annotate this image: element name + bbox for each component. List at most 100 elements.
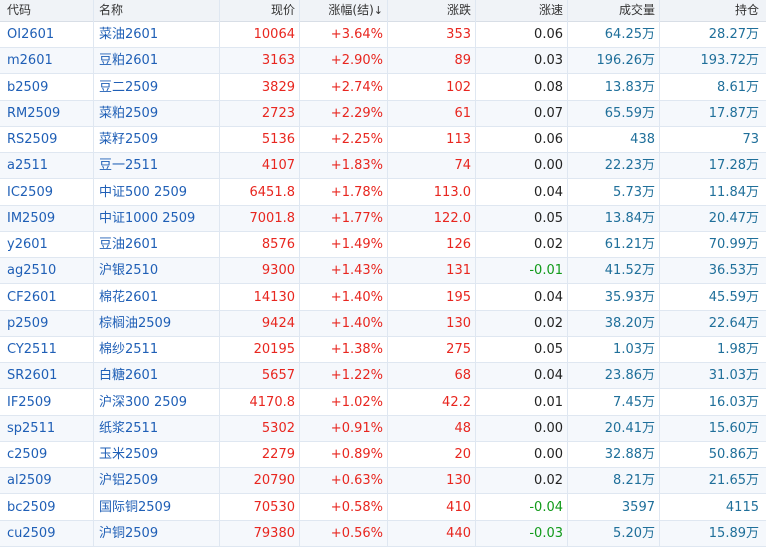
cell-price: 4170.8 — [249, 394, 296, 410]
cell-speed: 0.00 — [534, 447, 563, 462]
table-row[interactable]: IF2509 沪深300 2509 4170.8 +1.02% 42.2 0.01 7.45… — [0, 390, 766, 416]
col-header-code-label: 代码 — [7, 3, 32, 17]
cell-name[interactable]: 中证500 2509 — [99, 184, 188, 200]
cell-name[interactable]: 玉米2509 — [99, 447, 159, 462]
cell-open-interest: 21.65万 — [708, 473, 759, 489]
cell-change: 131 — [446, 263, 471, 279]
cell-code[interactable]: ag2510 — [7, 263, 57, 279]
table-row[interactable]: a2511 豆一2511 4107 +1.83% 74 0.00 22.23万 17.28万 — [0, 153, 766, 180]
cell-code[interactable]: SR2601 — [7, 368, 58, 384]
cell-name[interactable]: 沪深300 2509 — [99, 394, 188, 410]
col-header-volume[interactable]: 成交量 — [569, 0, 655, 21]
cell-code[interactable]: RM2509 — [7, 105, 61, 121]
table-row[interactable]: m2601 豆粕2601 3163 +2.90% 89 0.03 196.26万 193.72… — [0, 48, 766, 75]
cell-code[interactable]: IF2509 — [7, 394, 52, 410]
table-row[interactable]: y2601 豆油2601 8576 +1.49% 126 0.02 61.21万 70.99万 — [0, 232, 766, 258]
cell-name[interactable]: 沪铜2509 — [99, 525, 159, 541]
cell-code[interactable]: b2509 — [7, 79, 49, 95]
cell-change: 20 — [454, 447, 471, 462]
col-header-name[interactable]: 名称 — [99, 0, 219, 21]
cell-change-pct: +2.90% — [330, 53, 383, 69]
cell-change: 42.2 — [442, 394, 471, 410]
column-divider — [387, 0, 388, 547]
table-row[interactable]: bc2509 国际铜2509 70530 +0.58% 410 -0.04 3597 4115 — [0, 495, 766, 521]
cell-price: 5657 — [261, 368, 295, 384]
cell-code[interactable]: a2511 — [7, 158, 49, 174]
cell-change: 89 — [454, 53, 471, 69]
cell-change: 113.0 — [433, 184, 471, 200]
cell-name[interactable]: 菜籽2509 — [99, 132, 159, 147]
cell-code[interactable]: CF2601 — [7, 289, 57, 305]
cell-code[interactable]: IM2509 — [7, 210, 56, 226]
col-header-speed[interactable]: 涨速 — [477, 0, 563, 21]
cell-name[interactable]: 纸浆2511 — [99, 420, 159, 436]
table-row[interactable]: RS2509 菜籽2509 5136 +2.25% 113 0.06 438 73 — [0, 127, 766, 153]
cell-code[interactable]: m2601 — [7, 53, 53, 69]
cell-name[interactable]: 中证1000 2509 — [99, 210, 196, 226]
cell-name[interactable]: 沪银2510 — [99, 263, 159, 279]
cell-change-pct: +1.49% — [330, 237, 383, 252]
cell-code[interactable]: bc2509 — [7, 499, 56, 515]
cell-code[interactable]: p2509 — [7, 315, 49, 331]
cell-code[interactable]: y2601 — [7, 237, 48, 252]
cell-change: 74 — [454, 158, 471, 174]
cell-change-pct: +1.40% — [330, 289, 383, 305]
cell-change-pct: +2.74% — [330, 79, 383, 95]
table-row[interactable]: SR2601 白糖2601 5657 +1.22% 68 0.04 23.86万 31.03万 — [0, 363, 766, 390]
col-header-code[interactable]: 代码 — [7, 0, 87, 21]
table-row[interactable]: CY2511 棉纱2511 20195 +1.38% 275 0.05 1.03万 1.98万 — [0, 337, 766, 363]
table-row[interactable]: IM2509 中证1000 2509 7001.8 +1.77% 122.0 0.05 13… — [0, 205, 766, 232]
cell-speed: 0.00 — [534, 420, 563, 436]
sort-desc-icon: ↓ — [373, 4, 383, 17]
cell-code[interactable]: c2509 — [7, 447, 48, 462]
table-row[interactable]: c2509 玉米2509 2279 +0.89% 20 0.00 32.88万 50.86万 — [0, 442, 766, 468]
cell-name[interactable]: 豆油2601 — [99, 237, 159, 252]
cell-price: 9424 — [261, 315, 295, 331]
cell-name[interactable]: 棉花2601 — [99, 289, 159, 305]
cell-change: 410 — [446, 499, 471, 515]
cell-volume: 13.84万 — [604, 210, 655, 226]
col-header-open-interest[interactable]: 持仓 — [661, 0, 759, 21]
cell-change-pct: +0.58% — [330, 499, 383, 515]
cell-name[interactable]: 豆粕2601 — [99, 53, 159, 69]
table-row[interactable]: IC2509 中证500 2509 6451.8 +1.78% 113.0 0.04 5.7… — [0, 180, 766, 206]
table-row[interactable]: RM2509 菜粕2509 2723 +2.29% 61 0.07 65.59万 17.87万 — [0, 100, 766, 127]
cell-name[interactable]: 沪铝2509 — [99, 473, 159, 489]
col-header-change[interactable]: 涨跌 — [389, 0, 471, 21]
cell-name[interactable]: 菜粕2509 — [99, 105, 159, 121]
cell-code[interactable]: al2509 — [7, 473, 52, 489]
cell-code[interactable]: OI2601 — [7, 27, 55, 42]
cell-price: 7001.8 — [249, 210, 296, 226]
table-row[interactable]: p2509 棕榈油2509 9424 +1.40% 130 0.02 38.20万 22.64… — [0, 310, 766, 337]
cell-change-pct: +0.63% — [330, 473, 383, 489]
cell-open-interest: 28.27万 — [708, 27, 759, 42]
cell-open-interest: 70.99万 — [708, 237, 759, 252]
table-row[interactable]: b2509 豆二2509 3829 +2.74% 102 0.08 13.83万 8.61万 — [0, 75, 766, 101]
cell-change: 48 — [454, 420, 471, 436]
cell-volume: 38.20万 — [604, 315, 655, 331]
cell-code[interactable]: CY2511 — [7, 342, 57, 357]
cell-name[interactable]: 棉纱2511 — [99, 342, 159, 357]
cell-open-interest: 15.89万 — [708, 525, 759, 541]
table-row[interactable]: ag2510 沪银2510 9300 +1.43% 131 -0.01 41.52万 36.5… — [0, 258, 766, 285]
col-header-change-pct[interactable]: 涨幅(结)↓ — [301, 0, 383, 21]
cell-name[interactable]: 豆二2509 — [99, 79, 159, 95]
cell-name[interactable]: 国际铜2509 — [99, 499, 172, 515]
table-row[interactable]: cu2509 沪铜2509 79380 +0.56% 440 -0.03 5.20万 15.8… — [0, 520, 766, 547]
table-row[interactable]: al2509 沪铝2509 20790 +0.63% 130 0.02 8.21万 21.65… — [0, 468, 766, 495]
cell-code[interactable]: sp2511 — [7, 420, 56, 436]
cell-name[interactable]: 棕榈油2509 — [99, 315, 172, 331]
table-row[interactable]: CF2601 棉花2601 14130 +1.40% 195 0.04 35.93万 45.5… — [0, 285, 766, 311]
cell-name[interactable]: 菜油2601 — [99, 27, 159, 42]
table-row[interactable]: sp2511 纸浆2511 5302 +0.91% 48 0.00 20.41万 15.60万 — [0, 415, 766, 442]
col-header-price[interactable]: 现价 — [221, 0, 295, 21]
cell-name[interactable]: 白糖2601 — [99, 368, 159, 384]
cell-code[interactable]: cu2509 — [7, 525, 56, 541]
cell-code[interactable]: RS2509 — [7, 132, 58, 147]
cell-speed: 0.08 — [534, 79, 563, 95]
table-row[interactable]: OI2601 菜油2601 10064 +3.64% 353 0.06 64.25万 28.2… — [0, 22, 766, 48]
cell-code[interactable]: IC2509 — [7, 184, 53, 200]
cell-price: 4107 — [261, 158, 295, 174]
cell-name[interactable]: 豆一2511 — [99, 158, 159, 174]
cell-change: 113 — [446, 132, 471, 147]
